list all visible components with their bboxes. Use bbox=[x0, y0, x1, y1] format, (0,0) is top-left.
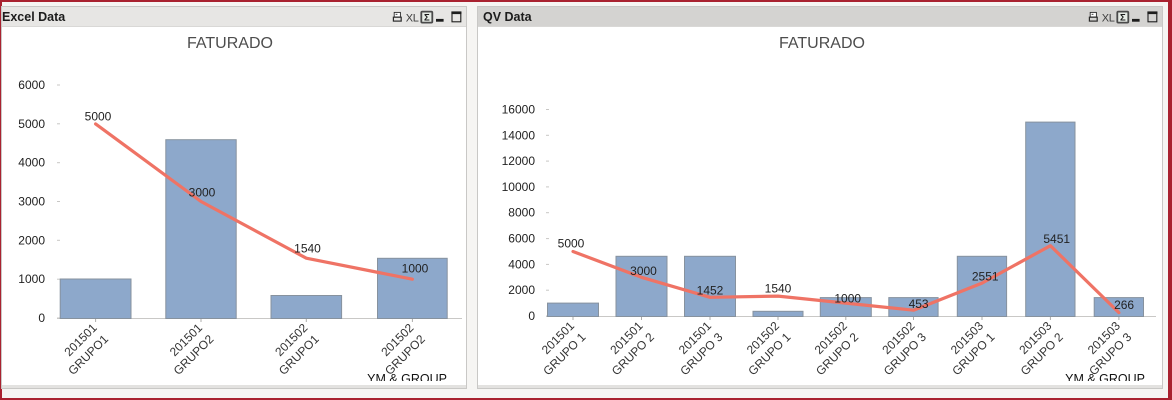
svg-text:5451: 5451 bbox=[1043, 232, 1070, 246]
svg-text:2000: 2000 bbox=[18, 233, 45, 247]
svg-text:4000: 4000 bbox=[508, 257, 535, 271]
svg-text:5000: 5000 bbox=[85, 110, 112, 124]
svg-text:1540: 1540 bbox=[765, 282, 792, 296]
svg-text:12000: 12000 bbox=[502, 154, 536, 168]
svg-text:XL: XL bbox=[1102, 13, 1115, 25]
svg-text:266: 266 bbox=[1114, 298, 1134, 312]
svg-text:YM & GROUP: YM & GROUP bbox=[367, 372, 447, 381]
svg-text:5000: 5000 bbox=[18, 117, 45, 131]
svg-text:1452: 1452 bbox=[697, 283, 724, 297]
svg-text:1000: 1000 bbox=[402, 262, 429, 276]
svg-text:1000: 1000 bbox=[834, 292, 861, 306]
svg-text:FATURADO: FATURADO bbox=[187, 35, 273, 52]
svg-text:XL: XL bbox=[406, 13, 419, 25]
svg-text:Σ: Σ bbox=[1120, 12, 1126, 23]
svg-text:10000: 10000 bbox=[502, 180, 536, 194]
svg-text:2000: 2000 bbox=[508, 283, 535, 297]
svg-text:Σ: Σ bbox=[424, 12, 430, 23]
svg-text:1000: 1000 bbox=[18, 272, 45, 286]
svg-text:8000: 8000 bbox=[508, 206, 535, 220]
svg-text:5000: 5000 bbox=[558, 237, 585, 251]
svg-text:6000: 6000 bbox=[18, 78, 45, 92]
svg-text:0: 0 bbox=[38, 311, 45, 325]
svg-text:2551: 2551 bbox=[972, 270, 999, 284]
svg-text:3000: 3000 bbox=[18, 195, 45, 209]
svg-text:YM & GROUP: YM & GROUP bbox=[1065, 372, 1145, 381]
svg-text:3000: 3000 bbox=[189, 186, 216, 200]
svg-text:FATURADO: FATURADO bbox=[779, 35, 865, 52]
svg-text:16000: 16000 bbox=[502, 103, 536, 117]
svg-text:6000: 6000 bbox=[508, 232, 535, 246]
svg-text:4000: 4000 bbox=[18, 156, 45, 170]
svg-text:14000: 14000 bbox=[502, 128, 536, 142]
svg-text:0: 0 bbox=[528, 309, 535, 323]
svg-text:453: 453 bbox=[909, 297, 929, 311]
svg-text:3000: 3000 bbox=[630, 264, 657, 278]
svg-text:1540: 1540 bbox=[294, 242, 321, 256]
